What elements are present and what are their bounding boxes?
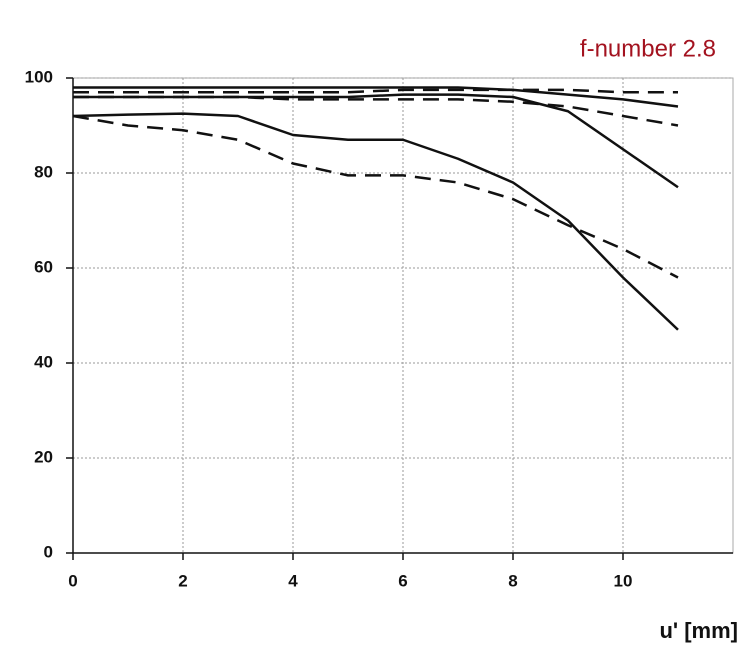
y-tick-label: 100: [25, 67, 53, 86]
x-tick-label: 2: [178, 571, 187, 590]
line-series: [73, 88, 678, 94]
x-tick-label: 8: [508, 571, 517, 590]
line-series: [72, 114, 679, 279]
x-tick-label: 0: [68, 571, 77, 590]
line-series: [73, 95, 679, 127]
y-tick-label: 20: [34, 447, 53, 466]
y-tick-label: 40: [34, 352, 53, 371]
chart-title: f-number 2.8: [580, 35, 716, 62]
y-tick-label: 0: [44, 542, 53, 561]
line-series: [72, 112, 679, 331]
x-tick-label: 4: [288, 571, 298, 590]
line-series: [73, 86, 679, 108]
x-tick-label: 10: [614, 571, 633, 590]
y-tick-label: 60: [34, 257, 53, 276]
x-tick-label: 6: [398, 571, 407, 590]
y-tick-label: 80: [34, 162, 53, 181]
x-axis-label: u' [mm]: [659, 618, 738, 643]
